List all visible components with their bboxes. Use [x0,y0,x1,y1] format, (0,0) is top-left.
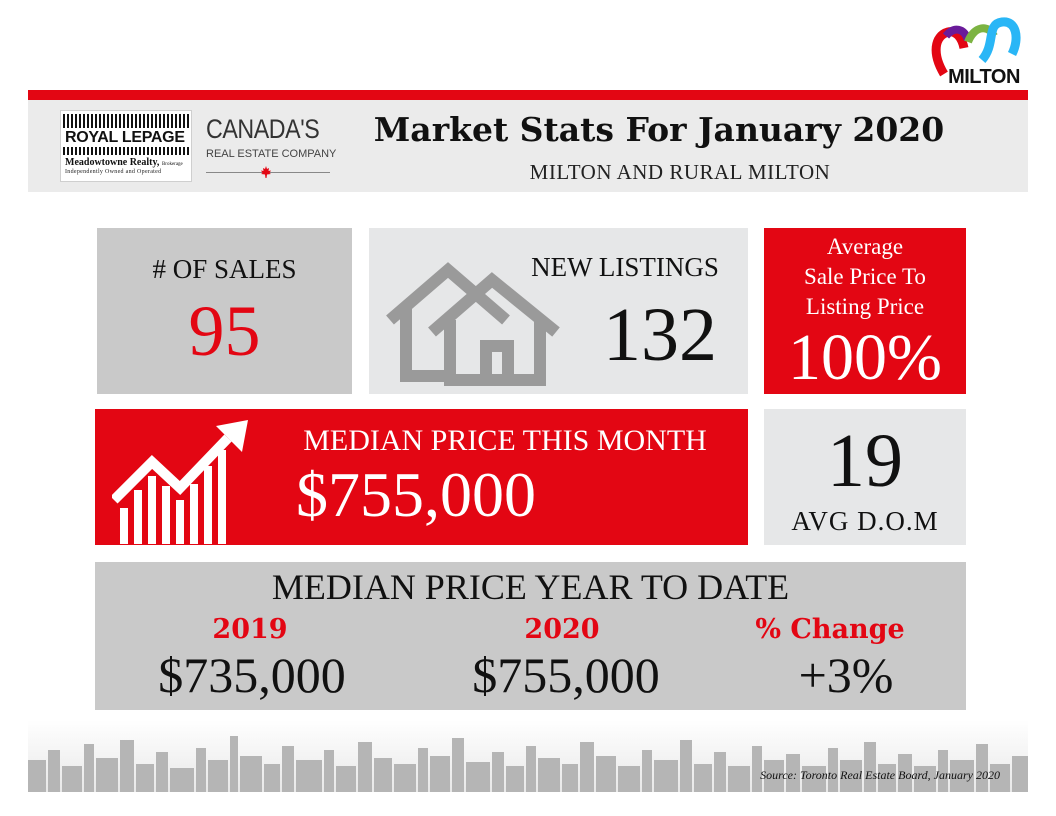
ratio-label: Average Sale Price To Listing Price [764,232,966,322]
dom-panel [764,409,966,545]
royal-lepage-name: ROYAL LEPAGE [65,129,185,146]
skyline-icon [28,736,1028,792]
maple-leaf-icon [261,166,271,178]
ytd-col1-label: 2019 [212,614,288,645]
brokerage-tagline: Independently Owned and Operated [65,169,162,175]
canada-logo-line2: REAL ESTATE COMPANY [206,148,337,160]
dom-value: 19 [827,419,903,503]
brokerage-name: Meadowtowne Realty, Brokerage [65,157,183,168]
median-month-value: $755,000 [296,459,536,530]
milton-logo-icon [931,17,1021,77]
ytd-col2-value: $755,000 [472,647,660,703]
sales-panel [97,228,352,394]
ytd-col2-label: 2020 [524,614,600,645]
page-title: Market Stats For January 2020 [373,110,945,149]
milton-logo-text: MILTON [948,66,1020,88]
ratio-panel [764,228,966,394]
canadas-real-estate-company-logo: CANADA'S REAL ESTATE COMPANY [204,114,337,182]
logo-stripes-bottom [63,147,189,155]
brokerage-name-text: Meadowtowne Realty, [65,157,160,168]
source-note: Source: Toronto Real Estate Board, Janua… [760,768,1000,782]
sales-value: 95 [188,291,261,371]
ratio-label-line1: Average [826,234,904,259]
ytd-panel [95,562,966,710]
ytd-col3-value: +3% [798,647,894,703]
header-band [28,100,1028,192]
ratio-label-line3: Listing Price [805,294,925,319]
royal-lepage-logo: ROYAL LEPAGE Meadowtowne Realty, Brokera… [60,110,192,182]
page-subtitle: MILTON AND RURAL MILTON [529,160,831,184]
listings-value: 132 [603,293,717,377]
house-icon [386,262,560,386]
ratio-value: 100% [788,321,942,394]
logo-stripes-top [63,114,189,128]
brokerage-suffix: Brokerage [161,162,183,167]
ytd-title: MEDIAN PRICE YEAR TO DATE [271,567,790,607]
median-month-panel [95,409,748,545]
listings-label: NEW LISTINGS [531,252,719,282]
rising-chart-icon [112,420,248,544]
median-month-label: MEDIAN PRICE THIS MONTH [303,424,707,457]
canada-logo-line1: CANADA'S [206,114,320,144]
dom-label: AVG D.O.M [791,506,939,536]
header-red-bar [28,90,1028,100]
listings-panel [369,228,748,394]
ratio-label-line2: Sale Price To [804,264,926,289]
sales-label: # OF SALES [152,254,297,284]
ytd-col3-label: % Change [755,614,905,645]
ytd-col1-value: $735,000 [158,647,346,703]
